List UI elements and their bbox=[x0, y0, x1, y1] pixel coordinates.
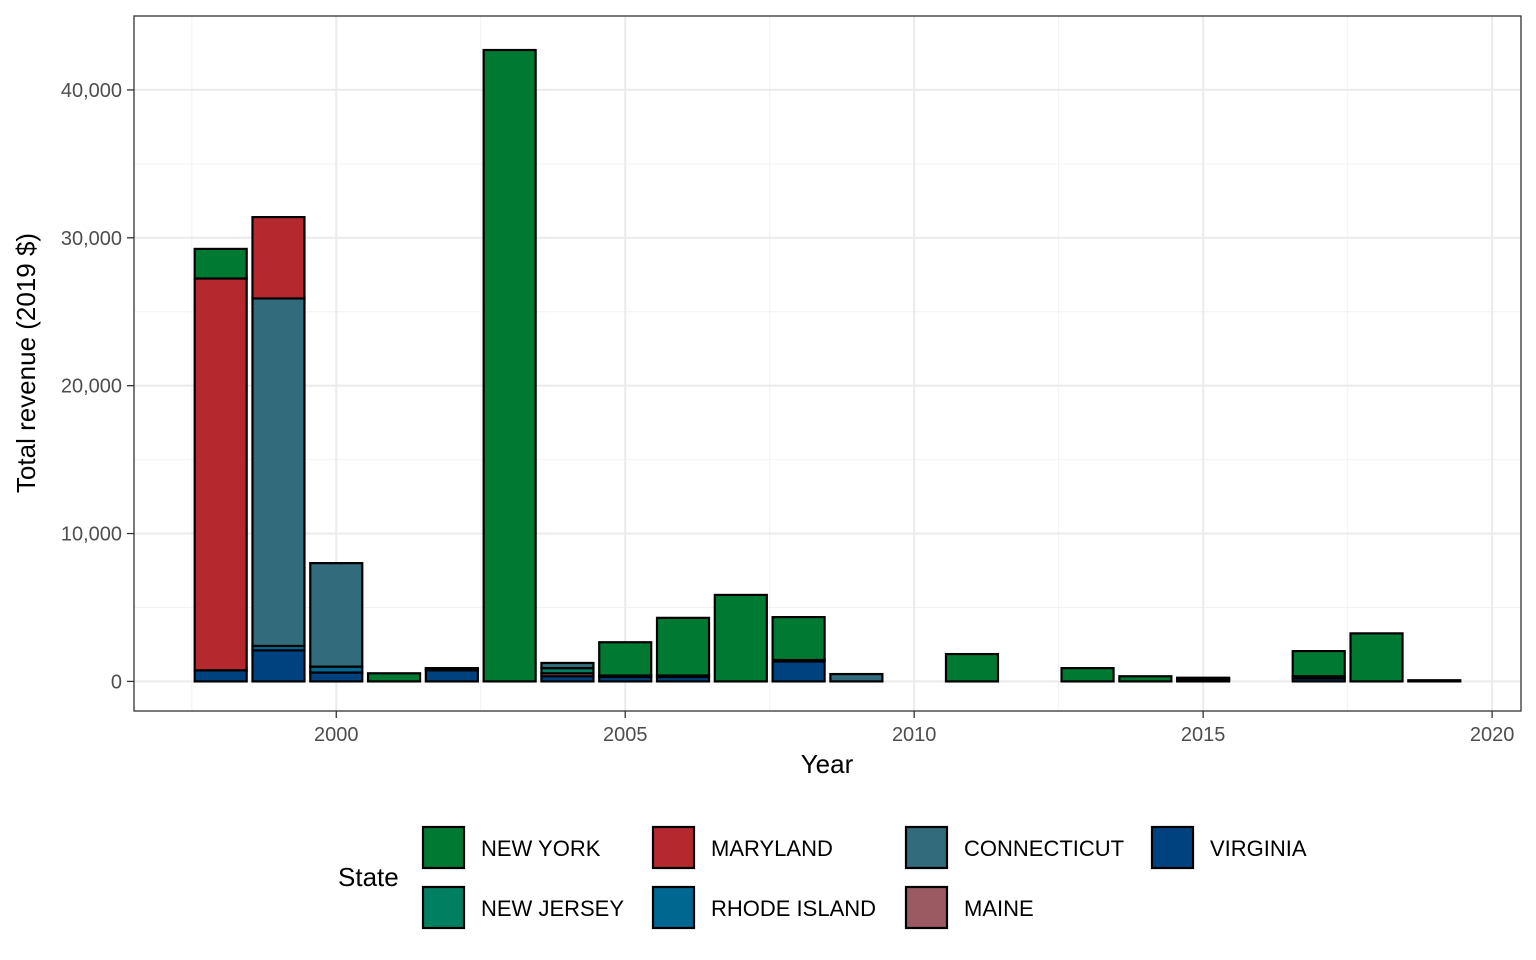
x-tick-label: 2000 bbox=[314, 724, 359, 746]
bar-new-york-2006 bbox=[655, 616, 711, 677]
legend-title: State bbox=[338, 862, 399, 892]
bar-new-york-2014 bbox=[1118, 675, 1173, 683]
bar-maryland-1998 bbox=[193, 277, 248, 672]
grid-lines bbox=[134, 16, 1521, 711]
x-tick-label: 2005 bbox=[603, 724, 648, 746]
bar-new-york-2018 bbox=[1349, 632, 1404, 683]
bar-connecticut-1999 bbox=[251, 297, 306, 648]
legend-label-new-jersey: NEW JERSEY bbox=[481, 896, 624, 921]
legend-key-maryland bbox=[651, 825, 696, 870]
y-tick-label: 30,000 bbox=[61, 228, 122, 250]
bar-virginia-2002 bbox=[424, 669, 479, 683]
bar-connecticut-2004 bbox=[540, 661, 595, 670]
bar-virginia-2000 bbox=[309, 671, 364, 683]
legend-label-new-york: NEW YORK bbox=[481, 836, 601, 861]
bars bbox=[193, 48, 1462, 683]
y-tick-label: 40,000 bbox=[61, 80, 122, 102]
legend-key-rhode-island bbox=[651, 885, 696, 930]
bar-new-york-2007 bbox=[713, 593, 768, 683]
bar-new-york-2017 bbox=[1291, 650, 1346, 678]
bar-new-york-2019 bbox=[1407, 679, 1462, 683]
bar-maryland-1999 bbox=[251, 216, 306, 300]
bar-virginia-1999 bbox=[251, 649, 306, 683]
bar-virginia-1998 bbox=[193, 669, 248, 683]
bar-connecticut-2009 bbox=[829, 672, 884, 683]
bar-new-york-2005 bbox=[598, 641, 653, 677]
legend-key-new-jersey bbox=[421, 885, 466, 930]
bar-new-york-2002 bbox=[424, 667, 479, 670]
legend-key-virginia bbox=[1150, 825, 1195, 870]
bar-new-york-2013 bbox=[1060, 667, 1115, 683]
bar-virginia-2008 bbox=[771, 660, 826, 683]
bar-new-york-2008 bbox=[771, 616, 826, 662]
legend-label-rhode-island: RHODE ISLAND bbox=[711, 896, 876, 921]
bar-new-jersey-2015 bbox=[1176, 676, 1231, 681]
plot-panel bbox=[134, 16, 1521, 711]
legend-key-connecticut bbox=[904, 825, 949, 870]
legend-label-virginia: VIRGINIA bbox=[1210, 836, 1307, 861]
bar-new-york-2003 bbox=[482, 48, 537, 683]
bar-new-york-2001 bbox=[366, 672, 422, 683]
x-tick-label: 2020 bbox=[1470, 724, 1515, 746]
x-tick-label: 2015 bbox=[1181, 724, 1226, 746]
legend-key-new-york bbox=[421, 825, 466, 870]
y-tick-label: 20,000 bbox=[61, 376, 122, 398]
legend-key-maine bbox=[904, 885, 949, 930]
bar-new-york-1998 bbox=[193, 247, 248, 280]
bar-connecticut-2000 bbox=[309, 562, 364, 668]
y-tick-label: 10,000 bbox=[61, 524, 122, 546]
y-tick-label: 0 bbox=[111, 671, 122, 693]
legend-label-maryland: MARYLAND bbox=[711, 836, 833, 861]
x-axis-title: Year bbox=[801, 749, 854, 779]
x-tick-label: 2010 bbox=[892, 724, 937, 746]
plot-border bbox=[133, 15, 1522, 712]
x-axis-ticks: 2000 2005 2010 2015 2020 bbox=[314, 711, 1514, 746]
bar-new-york-2011 bbox=[944, 652, 1000, 683]
legend-label-connecticut: CONNECTICUT bbox=[964, 836, 1124, 861]
legend-label-maine: MAINE bbox=[964, 896, 1034, 921]
y-axis-ticks: 0 10,000 20,000 30,000 40,000 bbox=[61, 80, 134, 693]
legend: State NEW YORK MARYLAND CONNECTICUT VIRGINI… bbox=[338, 825, 1307, 930]
y-axis-title: Total revenue (2019 $) bbox=[11, 233, 41, 493]
